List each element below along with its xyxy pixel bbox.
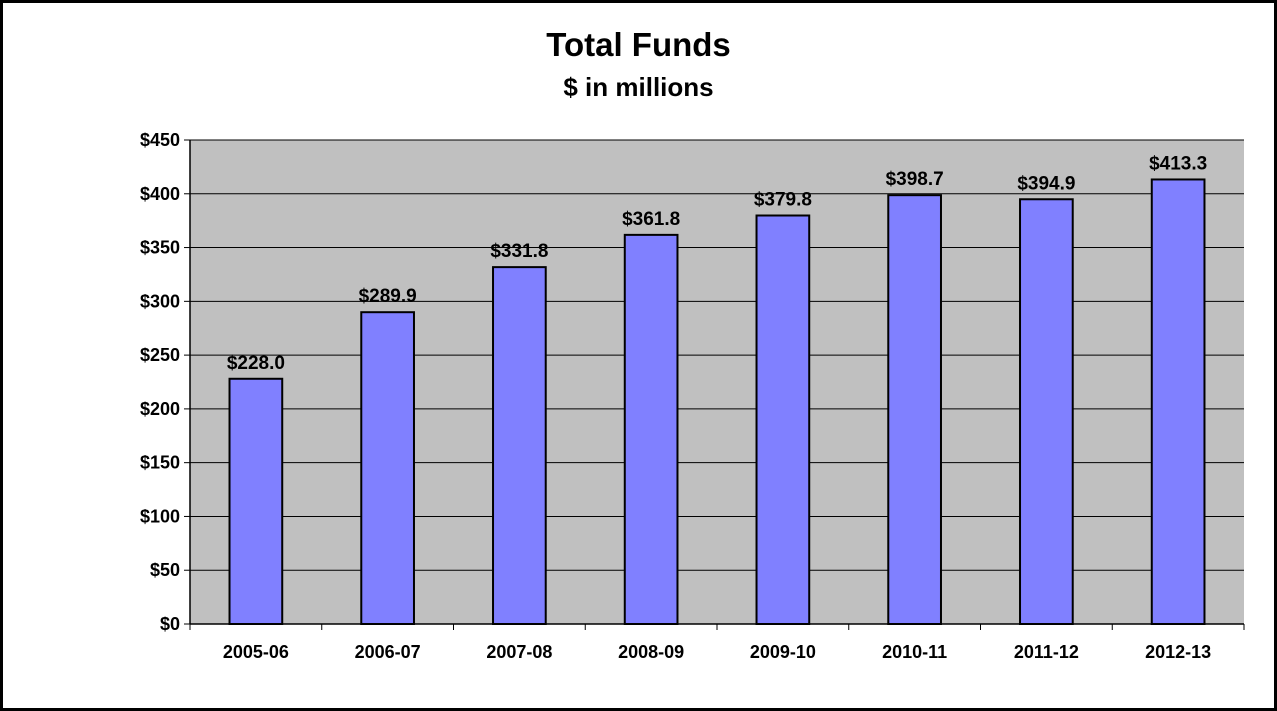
x-category-label: 2006-07 <box>355 642 421 662</box>
x-category-label: 2007-08 <box>486 642 552 662</box>
y-tick-label: $0 <box>160 614 180 634</box>
x-category-label: 2010-11 <box>882 642 947 662</box>
bar-value-label: $379.8 <box>754 190 812 211</box>
chart-subtitle: $ in millions <box>563 72 714 102</box>
plot-area <box>190 140 1244 624</box>
y-tick-label: $200 <box>140 399 180 419</box>
y-tick-label: $250 <box>140 345 180 365</box>
data-labels: $228.0 $289.9 $331.8 $361.8 $379.8 $398.7 $394… <box>227 153 1207 373</box>
x-axis-ticks: 2005-06 2006-07 2007-08 2008-09 2009-10 2010-… <box>189 624 1245 662</box>
bar <box>1019 198 1074 625</box>
y-tick-label: $400 <box>140 184 180 204</box>
bar-value-label: $413.3 <box>1149 153 1207 174</box>
bar <box>492 266 547 625</box>
y-axis-ticks: $0 $50 $100 $150 $200 $250 $300 $350 $400 $450 <box>140 130 190 634</box>
bar-value-label: $394.9 <box>1017 173 1075 194</box>
y-tick-label: $100 <box>140 506 180 526</box>
bar-value-label: $331.8 <box>490 241 548 262</box>
bar <box>623 233 679 625</box>
x-category-label: 2011-12 <box>1014 642 1079 662</box>
bar-value-label: $228.0 <box>227 353 285 374</box>
x-category-label: 2005-06 <box>223 642 289 662</box>
bar <box>755 214 811 625</box>
bar <box>1150 178 1206 625</box>
bar <box>228 377 284 626</box>
bar <box>360 311 415 625</box>
y-tick-label: $300 <box>140 291 180 311</box>
chart-title: Total Funds <box>546 26 731 63</box>
x-category-label: 2009-10 <box>750 642 816 662</box>
y-tick-label: $50 <box>150 560 180 580</box>
bar <box>887 194 942 625</box>
bars-group <box>228 178 1206 626</box>
bar-value-label: $361.8 <box>622 209 680 230</box>
y-tick-label: $150 <box>140 453 180 473</box>
y-tick-label: $350 <box>140 238 180 258</box>
x-category-label: 2012-13 <box>1145 642 1211 662</box>
y-tick-label: $450 <box>140 130 180 150</box>
bar-value-label: $289.9 <box>359 286 417 307</box>
bar-value-label: $398.7 <box>886 169 944 190</box>
x-category-label: 2008-09 <box>618 642 684 662</box>
